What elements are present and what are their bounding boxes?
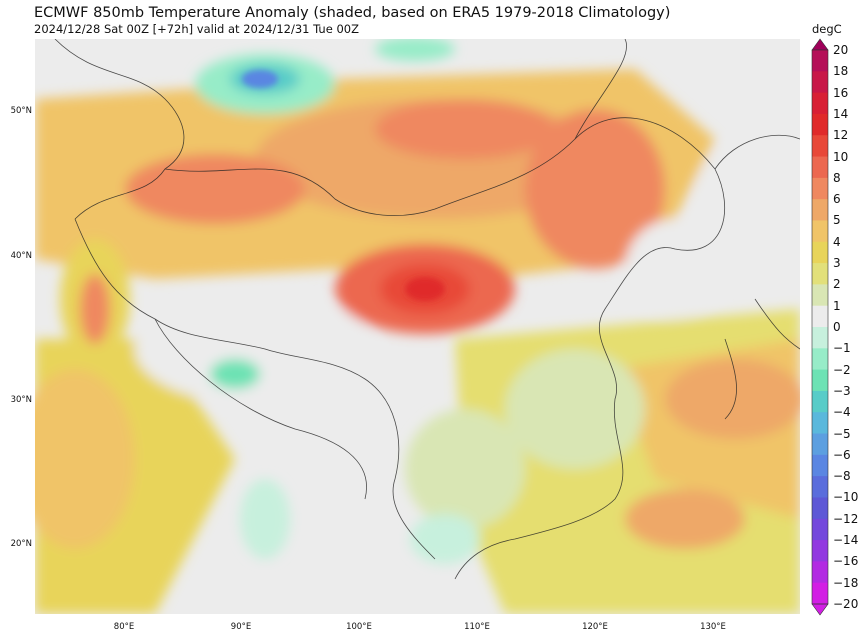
- colorbar-tick-label: 6: [833, 192, 841, 207]
- colorbar-tick-label: 20: [833, 43, 849, 57]
- colorbar-unit: degC: [812, 22, 842, 36]
- colorbar-swatch: [812, 241, 828, 264]
- colorbar-swatch: [812, 135, 828, 158]
- colorbar-swatch: [812, 177, 828, 200]
- colorbar-tick-label: −20: [833, 597, 859, 611]
- colorbar-tick-label: 1: [833, 298, 841, 313]
- colorbar-tick-label: 0: [833, 320, 841, 334]
- colorbar-tick-label: −3: [833, 383, 851, 398]
- colorbar: [811, 38, 829, 616]
- colorbar-tick-label: −1: [833, 341, 851, 356]
- colorbar-tick-label: −5: [833, 426, 851, 441]
- colorbar-extend-top: [811, 38, 829, 51]
- lon-label-120e: 120°E: [582, 622, 608, 632]
- colorbar-tick-label: 16: [833, 85, 849, 100]
- colorbar-tick-label: −14: [833, 533, 859, 548]
- lon-label-80e: 80°E: [113, 622, 135, 632]
- lon-label-100e: 100°E: [346, 622, 372, 632]
- colorbar-swatch: [812, 412, 828, 435]
- colorbar-tick-label: 12: [833, 128, 849, 143]
- colorbar-swatch: [812, 454, 828, 477]
- lon-label-110e: 110°E: [464, 622, 490, 632]
- colorbar-swatch: [812, 284, 828, 307]
- colorbar-tick-label: 4: [833, 234, 841, 249]
- colorbar-swatch: [812, 220, 828, 243]
- colorbar-tick-label: 10: [833, 149, 849, 164]
- colorbar-swatch: [812, 348, 828, 371]
- colorbar-swatch: [812, 582, 828, 605]
- lon-label-130e: 130°E: [700, 622, 726, 632]
- colorbar-swatch: [812, 92, 828, 115]
- colorbar-tick-label: 3: [833, 256, 841, 271]
- colorbar-frame: [811, 49, 829, 605]
- colorbar-tick-label: −4: [833, 405, 851, 420]
- colorbar-swatch: [812, 497, 828, 520]
- colorbar-swatch: [812, 50, 828, 72]
- colorbar-swatch: [812, 113, 828, 136]
- chart-subtitle: 2024/12/28 Sat 00Z [+72h] valid at 2024/…: [34, 22, 359, 36]
- lat-label-50n: 50°N: [10, 106, 32, 116]
- colorbar-swatch: [812, 518, 828, 541]
- anomaly-map: [35, 39, 800, 614]
- colorbar-swatch: [812, 156, 828, 179]
- lat-label-40n: 40°N: [10, 251, 32, 261]
- colorbar-swatch: [812, 305, 828, 328]
- lat-label-20n: 20°N: [10, 539, 32, 549]
- colorbar-tick-label: −12: [833, 511, 859, 526]
- colorbar-swatch: [812, 390, 828, 413]
- colorbar-tick-label: −18: [833, 575, 859, 590]
- colorbar-tick-label: 8: [833, 170, 841, 185]
- colorbar-swatch: [812, 433, 828, 456]
- chart-title: ECMWF 850mb Temperature Anomaly (shaded,…: [34, 5, 671, 21]
- colorbar-tick-label: 14: [833, 106, 849, 121]
- colorbar-swatch: [812, 476, 828, 498]
- colorbar-tick-label: −2: [833, 362, 851, 377]
- colorbar-swatch: [812, 369, 828, 392]
- colorbar-swatch: [812, 561, 828, 584]
- colorbar-swatch: [812, 540, 828, 562]
- colorbar-tick-label: 5: [833, 213, 841, 228]
- colorbar-extend-bottom: [811, 603, 829, 616]
- colorbar-tick-label: −8: [833, 469, 851, 484]
- colorbar-tick-label: 2: [833, 277, 841, 292]
- colorbar-tick-label: −6: [833, 447, 851, 462]
- colorbar-swatch: [812, 199, 828, 221]
- lat-label-30n: 30°N: [10, 395, 32, 405]
- colorbar-swatch: [812, 71, 828, 94]
- colorbar-swatch: [812, 327, 828, 349]
- colorbar-swatch: [812, 263, 828, 285]
- lon-label-90e: 90°E: [230, 622, 252, 632]
- colorbar-tick-label: −10: [833, 490, 859, 505]
- colorbar-tick-label: −16: [833, 554, 859, 569]
- colorbar-tick-label: 18: [833, 64, 849, 79]
